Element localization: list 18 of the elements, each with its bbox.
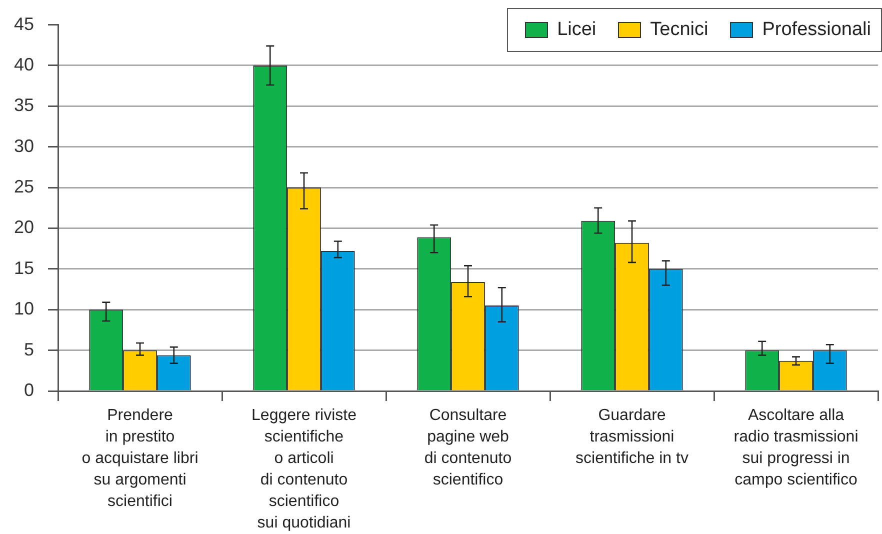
y-tick-label: 5 <box>24 339 34 360</box>
y-tick-label: 35 <box>14 95 34 116</box>
x-tick-label: Ascoltare alla radio trasmissioni sui progressi in campo scientifico <box>734 407 858 488</box>
y-tick-label: 0 <box>24 380 34 400</box>
y-tick-label: 45 <box>14 14 34 34</box>
x-tick-label: Guardare trasmissioni scientifiche in tv <box>576 407 688 468</box>
y-tick-label: 20 <box>14 217 34 238</box>
legend-label: Tecnici <box>650 19 708 41</box>
x-tick-label: Leggere riviste scientifiche o articoli di contenuto scientifico sui quotidiani <box>252 407 357 532</box>
x-tick-label: Consultare pagine web di contenuto scientifico <box>424 407 512 488</box>
y-tick-label: 40 <box>14 54 34 74</box>
x-tick-label: Prendere in prestito o acquistare libri su argomenti scientifici <box>82 407 198 510</box>
legend-label: Licei <box>557 19 596 41</box>
y-tick-label: 10 <box>14 298 34 319</box>
legend-label: Professionali <box>762 19 871 41</box>
y-tick-label: 30 <box>14 136 34 156</box>
y-tick-label: 25 <box>14 176 34 197</box>
y-tick-label: 15 <box>14 258 34 278</box>
